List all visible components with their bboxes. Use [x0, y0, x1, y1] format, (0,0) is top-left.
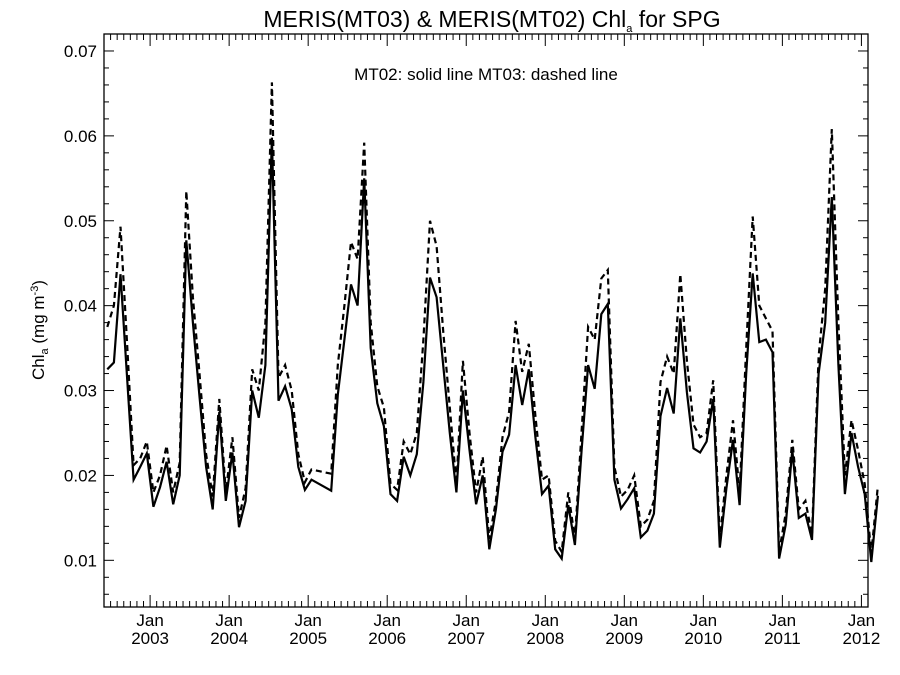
plot-frame — [103, 33, 869, 608]
x-tick-label-month: Jan — [453, 611, 480, 630]
y-tick-label: 0.04 — [64, 297, 97, 316]
x-tick-label-month: Jan — [373, 611, 400, 630]
x-tick-label-year: 2006 — [368, 629, 406, 648]
y-tick-label: 0.05 — [64, 212, 97, 231]
x-tick-label-year: 2011 — [764, 629, 801, 648]
y-tick-label: 0.01 — [64, 551, 97, 570]
y-tick-label: 0.02 — [64, 466, 97, 485]
y-tick-label: 0.03 — [64, 382, 97, 401]
x-tick-label-year: 2003 — [131, 629, 169, 648]
y-axis: 0.01 0.02 0.03 0.04 0.05 0.06 0.07 — [64, 33, 868, 595]
x-tick-label-year: 2005 — [289, 629, 327, 648]
x-tick-label-year: 2010 — [684, 629, 722, 648]
series-line-mt03 — [106, 82, 879, 556]
series-group — [106, 82, 879, 563]
x-tick-label-month: Jan — [136, 611, 163, 630]
x-tick-label-month: Jan — [215, 611, 242, 630]
x-tick-label-year: 2008 — [526, 629, 564, 648]
x-tick-label-month: Jan — [848, 611, 875, 630]
y-tick-label: 0.06 — [64, 127, 97, 146]
line-style-annotation: MT02: solid line MT03: dashed line — [354, 65, 618, 84]
x-tick-label-year: 2007 — [447, 629, 485, 648]
series-line-mt02 — [106, 137, 879, 563]
x-tick-label-year: 2009 — [605, 629, 643, 648]
x-tick-label-year: 2004 — [210, 629, 248, 648]
x-tick-label-month: Jan — [294, 611, 321, 630]
chart-title: MERIS(MT03) & MERIS(MT02) Chla for SPG — [263, 6, 720, 35]
x-tick-label-month: Jan — [769, 611, 796, 630]
x-tick-label-year: 2012 — [842, 629, 880, 648]
y-axis-label: Chla (mg m-3) — [29, 280, 51, 380]
x-axis: Jan2003Jan2004Jan2005Jan2006Jan2007Jan20… — [103, 34, 880, 648]
x-tick-label-month: Jan — [611, 611, 638, 630]
x-tick-label-month: Jan — [532, 611, 559, 630]
plot-area: Jan2003Jan2004Jan2005Jan2006Jan2007Jan20… — [64, 33, 880, 648]
x-tick-label-month: Jan — [690, 611, 717, 630]
y-tick-label: 0.07 — [64, 42, 97, 61]
